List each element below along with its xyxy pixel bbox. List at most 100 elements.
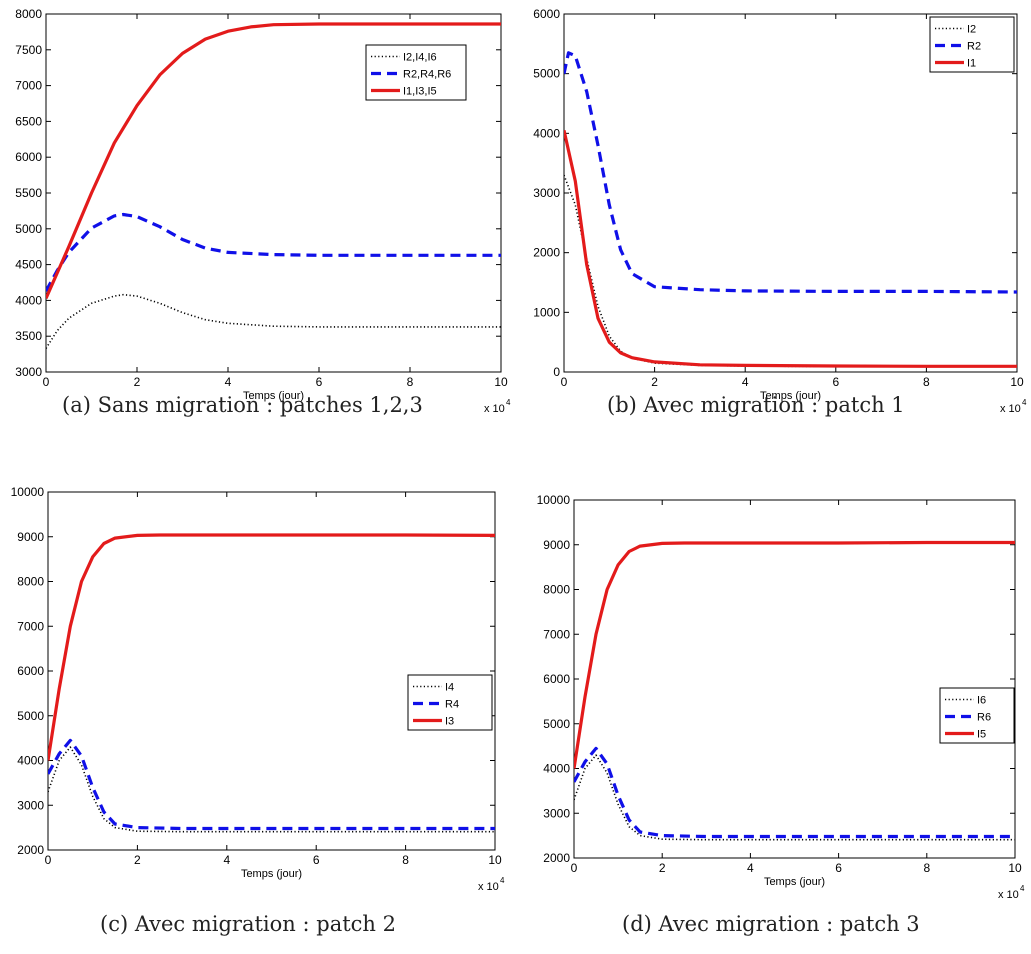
legend-label-i2: I2 <box>967 24 976 36</box>
y-tick-label: 4000 <box>543 762 570 776</box>
series-line-i5 <box>574 540 1015 769</box>
x-tick-label: 0 <box>561 375 568 389</box>
legend: I2 R2 I1 <box>929 16 1015 73</box>
x-axis-label: Temps (jour) <box>243 390 304 402</box>
x-tick-label: 10 <box>1010 375 1024 389</box>
chart-b-svg: 0 1000 2000 3000 4000 5000 6000 0 2 4 6 8 10 Temps (j… <box>533 7 1027 415</box>
legend-label-r4: R4 <box>445 699 459 711</box>
y-tick-label: 8000 <box>543 583 570 597</box>
legend-label-i1-i3-i5: I1,I3,I5 <box>403 86 437 98</box>
x-tick-label: 2 <box>134 853 141 867</box>
x-tick-label: 6 <box>832 375 839 389</box>
x-axis-label: Temps (jour) <box>760 390 821 402</box>
legend-label-r2-r4-r6: R2,R4,R6 <box>403 69 451 81</box>
legend-label-i6: I6 <box>977 695 986 707</box>
x-tick-label: 6 <box>835 861 842 875</box>
y-tick-label: 10000 <box>537 493 571 507</box>
y-tick-label: 10000 <box>11 485 45 499</box>
x-tick-label: 2 <box>651 375 658 389</box>
x-tick-label: 10 <box>494 375 508 389</box>
x-tick-label: 8 <box>407 375 414 389</box>
y-tick-label: 6500 <box>15 114 42 128</box>
chart-panel-a: 3000 3500 4000 4500 5000 5500 6000 6500 7000 7500… <box>0 0 515 480</box>
legend-label-r6: R6 <box>977 712 991 724</box>
y-tick-label: 4000 <box>15 293 42 307</box>
series-line-i4 <box>48 746 495 833</box>
x-multiplier: x 10 <box>484 403 505 415</box>
series-line-i6 <box>574 754 1015 841</box>
x-tick-label: 8 <box>923 375 930 389</box>
plot-area <box>47 491 496 851</box>
y-tick-label: 4500 <box>15 258 42 272</box>
x-multiplier-exponent: 4 <box>506 398 511 407</box>
y-tick-label: 5500 <box>15 186 42 200</box>
caption-d: (d) Avec migration : patch 3 <box>622 912 920 936</box>
chart-a-svg: 3000 3500 4000 4500 5000 5500 6000 6500 7000 7500… <box>15 7 511 415</box>
x-multiplier: x 10 <box>478 881 499 893</box>
x-axis-label: Temps (jour) <box>241 868 302 880</box>
x-tick-label: 0 <box>43 375 50 389</box>
x-multiplier: x 10 <box>998 889 1019 901</box>
y-tick-label: 9000 <box>543 538 570 552</box>
legend-label-i1: I1 <box>967 58 976 70</box>
caption-c: (c) Avec migration : patch 2 <box>100 912 396 936</box>
y-tick-label: 2000 <box>17 843 44 857</box>
legend-label-i4: I4 <box>445 682 454 694</box>
y-tick-label: 2000 <box>543 851 570 865</box>
x-tick-label: 0 <box>45 853 52 867</box>
y-tick-label: 6000 <box>543 672 570 686</box>
y-tick-label: 6000 <box>17 664 44 678</box>
x-multiplier-exponent: 4 <box>1022 398 1027 407</box>
y-tick-label: 7500 <box>15 43 42 57</box>
y-tick-label: 9000 <box>17 530 44 544</box>
y-tick-label: 7000 <box>17 619 44 633</box>
x-tick-label: 4 <box>747 861 754 875</box>
y-tick-label: 2000 <box>533 246 560 260</box>
y-tick-label: 5000 <box>543 717 570 731</box>
series-line-r2-r4-r6 <box>46 212 501 292</box>
y-tick-label: 3000 <box>15 365 42 379</box>
legend: I6 R6 I5 <box>939 687 1015 744</box>
y-tick-label: 3000 <box>543 806 570 820</box>
y-tick-label: 1000 <box>533 305 560 319</box>
series-line-r2 <box>564 51 1017 294</box>
x-tick-label: 6 <box>313 853 320 867</box>
y-tick-label: 8000 <box>15 7 42 21</box>
y-tick-label: 5000 <box>15 222 42 236</box>
x-multiplier-exponent: 4 <box>500 876 505 885</box>
plot-area <box>563 13 1018 373</box>
y-tick-label: 5000 <box>17 709 44 723</box>
x-tick-label: 0 <box>571 861 578 875</box>
x-tick-label: 10 <box>1008 861 1022 875</box>
series-line-i1-i3-i5 <box>46 22 501 299</box>
chart-panel-d: 2000 3000 4000 5000 6000 7000 8000 9000 10000 0 2 4… <box>516 478 1031 954</box>
y-tick-label: 7000 <box>543 627 570 641</box>
y-tick-label: 6000 <box>533 7 560 21</box>
series-line-i1 <box>564 129 1017 368</box>
caption-b: (b) Avec migration : patch 1 <box>607 393 905 417</box>
x-tick-label: 4 <box>225 375 232 389</box>
y-tick-label: 3500 <box>15 329 42 343</box>
y-tick-label: 4000 <box>533 126 560 140</box>
caption-a: (a) Sans migration : patches 1,2,3 <box>62 393 423 417</box>
x-multiplier: x 10 <box>1000 403 1021 415</box>
legend-label-i5: I5 <box>977 729 986 741</box>
x-tick-label: 8 <box>402 853 409 867</box>
chart-panel-c: 2000 3000 4000 5000 6000 7000 8000 9000 10000 0 2 4… <box>0 478 515 954</box>
legend-label-i2-i4-i6: I2,I4,I6 <box>403 52 437 64</box>
x-axis-label: Temps (jour) <box>764 876 825 888</box>
legend: I2,I4,I6 R2,R4,R6 I1,I3,I5 <box>365 44 467 101</box>
y-tick-label: 3000 <box>533 186 560 200</box>
x-tick-label: 8 <box>923 861 930 875</box>
plot-area <box>573 499 1016 859</box>
chart-panel-b: 0 1000 2000 3000 4000 5000 6000 0 2 4 6 8 10 Temps (j… <box>516 0 1031 480</box>
y-tick-label: 3000 <box>17 798 44 812</box>
legend-label-i3: I3 <box>445 716 454 728</box>
series-line-r4 <box>48 738 495 831</box>
x-tick-label: 2 <box>134 375 141 389</box>
y-tick-label: 4000 <box>17 754 44 768</box>
x-tick-label: 4 <box>223 853 230 867</box>
x-tick-label: 10 <box>488 853 502 867</box>
series-line-r6 <box>574 746 1015 839</box>
y-tick-label: 0 <box>553 365 560 379</box>
